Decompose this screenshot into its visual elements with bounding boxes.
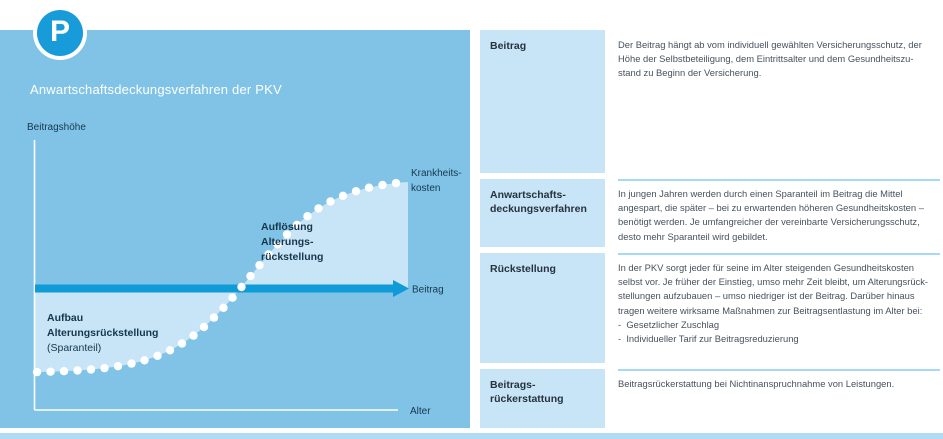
curve-dot — [273, 240, 282, 249]
p-badge-ring: P — [33, 6, 87, 60]
curve-dot — [59, 367, 69, 376]
curve-dot — [140, 356, 149, 365]
curve-dot — [100, 363, 109, 373]
curve-dot — [255, 261, 264, 270]
curve-dot — [282, 230, 292, 239]
bottom-border-strip — [0, 433, 943, 439]
upper-area-label-line3: rückstellung — [261, 251, 323, 263]
curve-dot — [73, 366, 82, 375]
y-axis-label: Beitragshöhe — [27, 122, 86, 133]
curve-dot — [86, 365, 96, 374]
curve-label-line2: kosten — [411, 183, 440, 194]
curve-dot — [46, 367, 55, 376]
curve-dot — [113, 362, 123, 371]
reserve-areas — [35, 182, 408, 373]
curve-dot — [303, 212, 312, 221]
p-badge-letter: P — [49, 15, 70, 48]
glossary-term: Beitrags- rückerstattung — [480, 369, 605, 428]
upper-area-label-line2: Alterungs- — [261, 236, 314, 248]
curve-dot — [199, 322, 209, 332]
glossary-definition: In jungen Jahren werden durch einen Spar… — [618, 179, 940, 247]
glossary-definition: Beitragsrückerstattung bei Nichtinanspru… — [618, 369, 940, 428]
glossary-term: Rückstellung — [480, 253, 605, 363]
health-costs-dotted-curve — [32, 178, 401, 377]
curve-dot — [237, 282, 246, 292]
curve-dot — [219, 303, 228, 312]
p-badge-icon: P — [37, 10, 83, 56]
lower-area-label-line3: (Sparanteil) — [47, 342, 101, 354]
contribution-age-chart: Beitragshöhe Alter Krankheits- kosten Be… — [27, 122, 462, 417]
curve-dot — [209, 313, 219, 322]
curve-dot — [391, 178, 401, 188]
curve-dot — [326, 197, 335, 206]
glossary-table: Beitrag Der Beitrag hängt ab vom individ… — [480, 30, 940, 428]
curve-dot — [338, 191, 348, 200]
contribution-line — [35, 280, 409, 297]
curve-dot — [314, 204, 323, 213]
contribution-line-label: Beitrag — [412, 285, 444, 296]
curve-dot — [189, 331, 198, 340]
glossary-definition: Der Beitrag hängt ab vom individuell gew… — [618, 39, 922, 79]
curve-dot — [264, 250, 273, 259]
glossary-term: Beitrag — [480, 30, 605, 173]
curve-dot — [292, 220, 302, 230]
curve-dot — [228, 293, 237, 302]
glossary-term: Anwartschafts- deckungsverfahren — [480, 179, 605, 247]
curve-dot — [246, 271, 255, 281]
curve-dot — [127, 359, 136, 368]
curve-dot — [364, 183, 374, 192]
arrow-right-icon — [393, 280, 409, 297]
upper-area-label-line1: Auflösung — [261, 221, 313, 233]
glossary-definition: In der PKV sorgt jeder für seine im Alte… — [618, 253, 940, 363]
curve-dot — [351, 187, 361, 196]
curve-dot — [378, 180, 387, 190]
aufloesung-area — [240, 182, 408, 289]
curve-label-line1: Krankheits- — [411, 168, 462, 179]
curve-dot — [153, 351, 162, 360]
lower-area-label-line1: Aufbau — [47, 312, 83, 324]
curve-dot — [177, 339, 187, 348]
chart-title: Anwartschaftsdeckungsverfahren der PKV — [30, 82, 282, 97]
x-axis-label: Alter — [410, 406, 431, 417]
lower-area-label-line2: Alterungsrückstellung — [47, 327, 158, 339]
curve-dot — [165, 346, 175, 355]
aufbau-area — [35, 288, 240, 373]
curve-dot — [32, 367, 42, 377]
